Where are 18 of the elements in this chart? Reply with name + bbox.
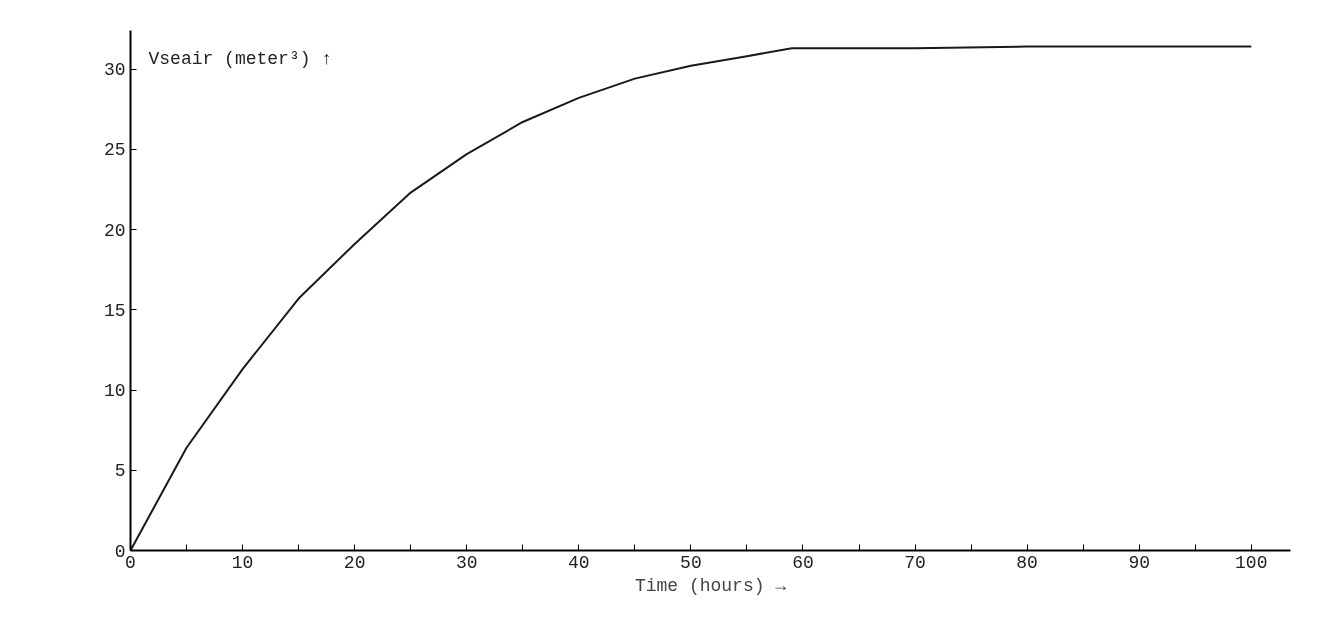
x-tick-label: 60: [792, 552, 814, 573]
y-tick-label: 20: [103, 220, 126, 241]
y-tick-label: 25: [103, 140, 126, 161]
y-tick-label: 30: [103, 60, 126, 81]
x-tick-label: 20: [343, 552, 366, 573]
x-tick-label: 10: [231, 552, 254, 573]
x-tick-label: 70: [904, 552, 926, 573]
x-tick-label: 100: [1235, 552, 1268, 573]
x-tick-label: 50: [680, 552, 702, 573]
x-tick-label: 80: [1016, 552, 1038, 573]
y-tick-label: 15: [103, 300, 126, 321]
x-axis-title: Time (hours) →: [634, 575, 787, 596]
y-tick-label: 10: [103, 381, 126, 402]
y-axis-title: Vseair (meter³) ↑: [148, 48, 333, 69]
x-tick-label: 30: [455, 552, 478, 573]
x-tick-label: 40: [568, 552, 590, 573]
x-tick-label: 90: [1128, 552, 1150, 573]
y-tick-label: 5: [114, 461, 126, 482]
